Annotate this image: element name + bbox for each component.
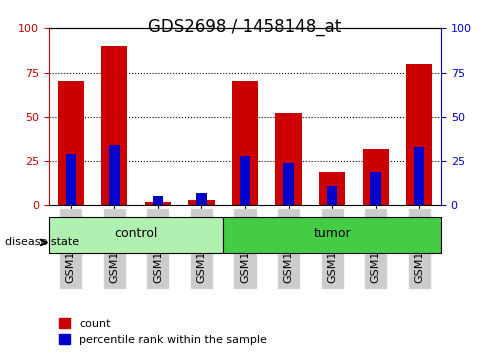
Bar xyxy=(180,28,223,205)
Bar xyxy=(319,172,345,205)
Text: disease state: disease state xyxy=(5,238,79,247)
Bar xyxy=(267,28,310,205)
Bar xyxy=(397,28,441,205)
Bar xyxy=(310,28,354,205)
FancyBboxPatch shape xyxy=(223,217,441,253)
Bar xyxy=(327,186,337,205)
Bar xyxy=(145,202,171,205)
Bar xyxy=(370,172,381,205)
Bar xyxy=(283,163,294,205)
Text: tumor: tumor xyxy=(313,227,351,240)
Bar xyxy=(414,147,424,205)
Bar xyxy=(196,193,207,205)
Bar xyxy=(406,64,432,205)
Bar xyxy=(188,200,215,205)
Bar xyxy=(58,81,84,205)
Bar xyxy=(232,81,258,205)
Bar xyxy=(223,28,267,205)
Bar xyxy=(93,28,136,205)
Bar xyxy=(66,154,76,205)
Bar xyxy=(354,28,397,205)
Bar xyxy=(240,156,250,205)
Legend: count, percentile rank within the sample: count, percentile rank within the sample xyxy=(54,314,271,349)
Bar xyxy=(275,113,302,205)
Bar xyxy=(101,46,127,205)
Bar xyxy=(363,149,389,205)
Bar xyxy=(109,145,120,205)
Text: control: control xyxy=(115,227,158,240)
Bar xyxy=(153,196,163,205)
FancyBboxPatch shape xyxy=(49,217,223,253)
Bar xyxy=(136,28,180,205)
Text: GDS2698 / 1458148_at: GDS2698 / 1458148_at xyxy=(148,18,342,36)
Bar xyxy=(49,28,93,205)
